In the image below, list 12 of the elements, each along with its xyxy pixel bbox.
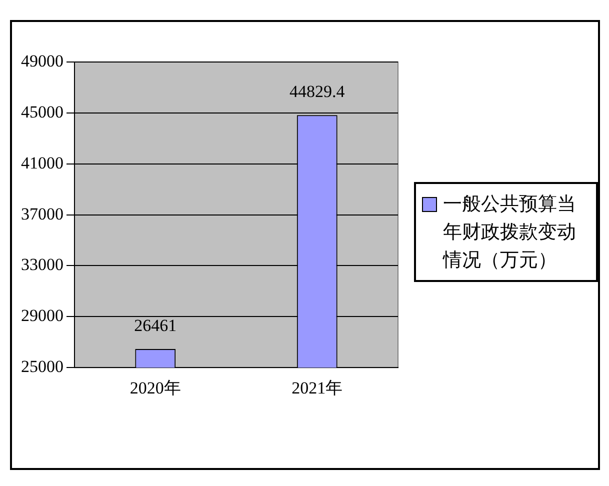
y-tick-label: 25000 bbox=[21, 357, 64, 376]
x-tick-label: 2020年 bbox=[130, 378, 181, 398]
y-tick-label: 41000 bbox=[21, 153, 64, 172]
data-label: 26461 bbox=[134, 316, 177, 335]
legend-label: 一般公共预算当年财政拨款变动情况（万元） bbox=[443, 192, 577, 273]
y-tick-label: 37000 bbox=[21, 204, 64, 224]
y-tick-label: 49000 bbox=[21, 51, 64, 70]
x-tick-label: 2021年 bbox=[292, 378, 343, 398]
y-tick-label: 45000 bbox=[21, 102, 64, 122]
data-label: 44829.4 bbox=[290, 82, 346, 102]
y-tick-label: 29000 bbox=[21, 306, 64, 326]
y-tick-label: 33000 bbox=[21, 255, 64, 274]
